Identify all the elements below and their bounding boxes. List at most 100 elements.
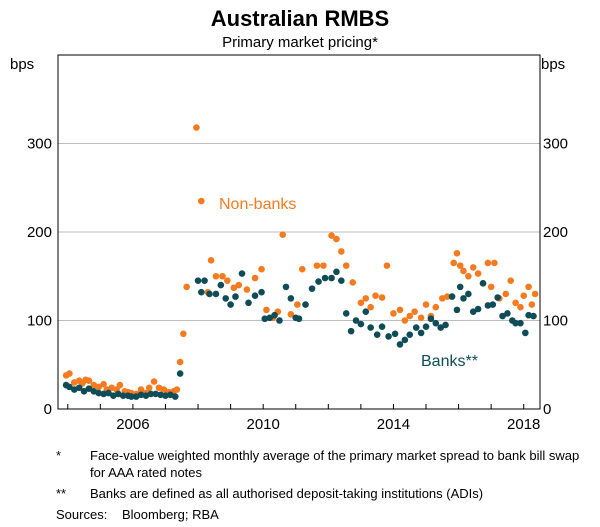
non_banks-point-92 bbox=[531, 290, 539, 298]
non_banks-point-49 bbox=[313, 262, 321, 269]
non_banks-point-48 bbox=[298, 265, 306, 273]
non_banks-point-66 bbox=[411, 308, 418, 315]
banks-point-34 bbox=[238, 270, 246, 277]
non_banks-point-88 bbox=[517, 303, 524, 311]
series-non_banks bbox=[62, 124, 539, 398]
banks-point-60 bbox=[378, 323, 386, 330]
non_banks-point-58 bbox=[367, 303, 374, 311]
banks-point-64 bbox=[401, 336, 409, 344]
banks-point-79 bbox=[474, 305, 482, 313]
banks-point-66 bbox=[412, 324, 420, 331]
non_banks-point-20 bbox=[145, 384, 153, 392]
banks-point-76 bbox=[460, 295, 467, 302]
banks-point-55 bbox=[352, 317, 360, 324]
banks-point-78 bbox=[469, 308, 477, 315]
banks-point-37 bbox=[258, 288, 265, 296]
non_banks-point-42 bbox=[263, 306, 270, 314]
non_banks-point-52 bbox=[333, 235, 340, 243]
banks-point-84 bbox=[499, 312, 506, 320]
non_banks-point-33 bbox=[207, 257, 215, 264]
non_banks-point-18 bbox=[137, 386, 145, 393]
banks-point-74 bbox=[453, 306, 461, 314]
x-axis-ticks: 2006 2010 2014 2018 bbox=[67, 404, 540, 433]
non_banks-point-21 bbox=[150, 378, 158, 385]
non_banks-point-90 bbox=[525, 283, 532, 291]
banks-point-32 bbox=[227, 301, 234, 308]
non_banks-point-30 bbox=[193, 124, 200, 131]
banks-point-46 bbox=[302, 301, 309, 308]
non_banks-point-36 bbox=[224, 277, 231, 284]
banks-point-14 bbox=[127, 393, 135, 400]
non_banks-point-50 bbox=[320, 262, 327, 269]
x-tick-2006: 2006 bbox=[116, 416, 149, 433]
non_banks-point-63 bbox=[396, 306, 404, 314]
banks-point-12 bbox=[119, 392, 127, 400]
chart-title: Australian RMBS bbox=[211, 6, 389, 31]
y-tick-right-200: 200 bbox=[543, 224, 568, 241]
footnote-2-text: Banks are defined as all authorised depo… bbox=[90, 486, 484, 501]
banks-point-54 bbox=[347, 327, 355, 335]
banks-point-1 bbox=[66, 383, 73, 391]
banks-point-21 bbox=[162, 392, 169, 400]
y-tick-left-300: 300 bbox=[27, 136, 52, 153]
rmbs-chart: Australian RMBS Primary market pricing* … bbox=[10, 6, 568, 433]
footnote-1: * Face-value weighted monthly average of… bbox=[56, 447, 586, 481]
non_banks-point-45 bbox=[279, 231, 287, 238]
banks-point-72 bbox=[442, 321, 449, 329]
banks-point-28 bbox=[206, 290, 213, 298]
non_banks-point-9 bbox=[100, 380, 107, 388]
banks-point-25 bbox=[194, 277, 202, 284]
y-tick-left-200: 200 bbox=[27, 224, 52, 241]
banks-point-56 bbox=[357, 320, 365, 328]
y-axis-unit-left: bps bbox=[10, 56, 34, 73]
banks-point-68 bbox=[422, 323, 430, 330]
banks-point-47 bbox=[308, 285, 316, 292]
non_banks-point-38 bbox=[235, 281, 243, 289]
non_banks-point-74 bbox=[453, 249, 461, 257]
non_banks-point-53 bbox=[338, 248, 345, 255]
non_banks-point-81 bbox=[484, 259, 492, 267]
banks-point-85 bbox=[504, 310, 511, 317]
banks-point-51 bbox=[333, 268, 340, 276]
banks-point-63 bbox=[396, 341, 404, 348]
non_banks-point-85 bbox=[502, 290, 510, 298]
banks-point-19 bbox=[152, 390, 160, 398]
banks-point-82 bbox=[489, 301, 497, 308]
data-points bbox=[62, 124, 539, 400]
banks-point-90 bbox=[525, 311, 532, 319]
non_banks-point-8 bbox=[95, 383, 103, 391]
non_banks-point-89 bbox=[520, 292, 528, 300]
banks-point-62 bbox=[391, 330, 399, 338]
non_banks-point-68 bbox=[422, 301, 430, 308]
banks-point-26 bbox=[197, 288, 205, 296]
banks-point-4 bbox=[80, 388, 88, 395]
chart-subtitle: Primary market pricing* bbox=[222, 34, 378, 51]
banks-point-88 bbox=[517, 319, 524, 327]
sources-label: Sources: bbox=[56, 507, 108, 522]
banks-point-58 bbox=[367, 324, 374, 331]
x-tick-2010: 2010 bbox=[246, 416, 279, 433]
banks-point-24 bbox=[176, 370, 184, 377]
banks-point-73 bbox=[448, 293, 456, 300]
banks-point-40 bbox=[271, 311, 278, 319]
banks-point-41 bbox=[276, 317, 283, 324]
non_banks-point-1 bbox=[66, 370, 73, 377]
non_banks-point-34 bbox=[212, 272, 220, 280]
banks-point-48 bbox=[315, 278, 322, 285]
footnote-2-mark: ** bbox=[56, 486, 67, 501]
non_banks-point-54 bbox=[342, 262, 350, 269]
non_banks-point-56 bbox=[357, 299, 365, 307]
banks-point-3 bbox=[75, 384, 83, 392]
banks-point-81 bbox=[484, 302, 492, 309]
banks-point-70 bbox=[432, 319, 440, 327]
banks-point-35 bbox=[245, 299, 252, 307]
non_banks-point-39 bbox=[243, 286, 251, 293]
banks-point-83 bbox=[494, 294, 501, 301]
non_banks-point-91 bbox=[528, 301, 536, 308]
banks-point-52 bbox=[338, 277, 345, 284]
non_banks-point-35 bbox=[219, 272, 226, 280]
banks-point-80 bbox=[479, 280, 487, 287]
banks-point-20 bbox=[157, 391, 164, 399]
plot-frame bbox=[57, 54, 541, 410]
non_banks-point-78 bbox=[469, 264, 477, 271]
